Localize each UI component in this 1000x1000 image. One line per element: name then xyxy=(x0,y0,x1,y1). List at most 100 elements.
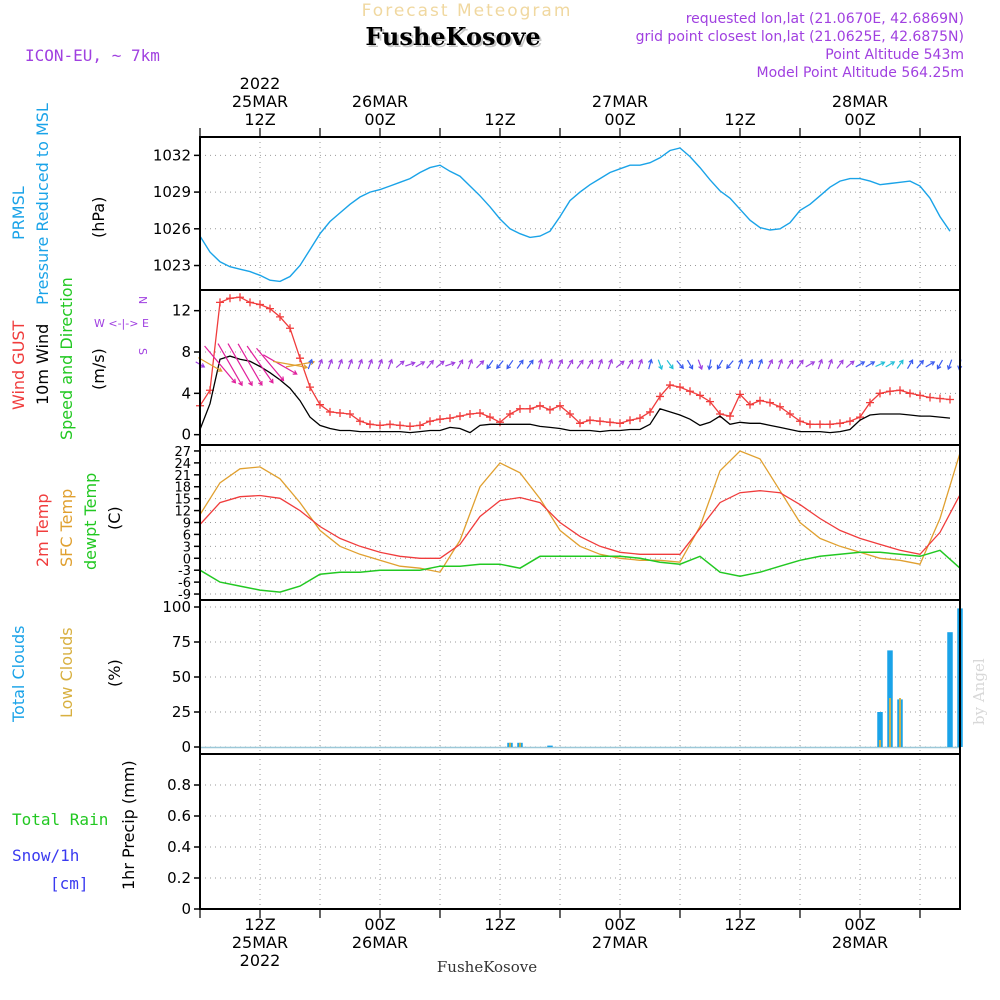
x-label-top: 12Z xyxy=(484,110,515,129)
wind-direction-arrow xyxy=(547,358,554,370)
wind-direction-arrow xyxy=(707,359,713,371)
wind-unit: (m/s) xyxy=(89,348,108,390)
panel-frame-pressure xyxy=(199,136,961,291)
x-label-top: 00Z xyxy=(844,110,875,129)
gust-marker xyxy=(486,413,494,422)
low-cloud-bar xyxy=(519,742,521,747)
gust-marker xyxy=(626,416,634,425)
wind-direction-arrow xyxy=(737,358,744,370)
wind-direction-arrow xyxy=(875,361,886,368)
wind-direction-arrow xyxy=(327,358,334,370)
gust-marker xyxy=(806,420,814,429)
wind-direction-arrow xyxy=(647,358,653,370)
gust-marker xyxy=(456,412,464,421)
snow-title: Snow/1h xyxy=(12,846,79,865)
closest-lonlat: grid point closest lon,lat (21.0625E, 42… xyxy=(636,29,964,45)
gust-marker xyxy=(216,298,224,307)
gust-marker xyxy=(936,394,944,403)
wind-direction-arrow xyxy=(615,360,625,369)
total-cloud-bar xyxy=(947,632,953,747)
gust-marker xyxy=(776,402,784,411)
gust-marker xyxy=(746,400,754,409)
wind-direction-arrow xyxy=(676,360,684,370)
gust-marker xyxy=(946,395,954,404)
wind-direction-arrow xyxy=(767,358,774,370)
gust-marker xyxy=(346,410,354,418)
y-tick-label: 25 xyxy=(172,703,191,721)
y-tick-label: 1029 xyxy=(153,183,191,201)
x-label-bottom: 25MAR xyxy=(232,933,288,952)
y-tick-label: 0 xyxy=(183,552,191,567)
wind-direction-arrow xyxy=(486,359,494,370)
series-10m-wind xyxy=(199,355,951,434)
gust-marker xyxy=(596,417,604,426)
gust-marker xyxy=(406,422,414,431)
wind-direction-arrow xyxy=(405,361,416,367)
gust-marker xyxy=(316,400,324,409)
temperature-labels: 2m Temp SFC Temp dewpt Temp (C) xyxy=(33,473,124,570)
gust-marker xyxy=(586,416,594,425)
wind-direction-arrow xyxy=(357,358,364,370)
wind-direction-arrow xyxy=(697,359,704,371)
point-altitude: Point Altitude 543m xyxy=(825,47,964,63)
gust-marker xyxy=(376,421,384,430)
series-sfc-temp xyxy=(199,450,961,573)
gust-marker xyxy=(826,420,834,429)
gust-marker xyxy=(736,390,744,399)
gust-marker xyxy=(306,383,314,392)
total-cloud-bar xyxy=(547,745,553,747)
dewpt-title: dewpt Temp xyxy=(81,473,100,570)
x-label-bottom: 27MAR xyxy=(592,933,648,952)
wind-direction-arrow xyxy=(747,358,754,370)
wind-direction-arrow xyxy=(537,358,543,370)
wind-direction-arrow xyxy=(317,358,324,370)
wind-direction-arrow xyxy=(817,358,824,370)
gust-marker xyxy=(916,391,924,400)
gust-marker xyxy=(256,300,264,309)
y-tick-label: -6 xyxy=(178,576,191,591)
wind-direction-arrow xyxy=(925,361,936,368)
panel-frame-precip xyxy=(199,753,961,910)
wind-direction-arrow xyxy=(467,358,474,370)
snow-unit: [cm] xyxy=(50,874,89,893)
gust-marker xyxy=(686,387,694,396)
gust-marker xyxy=(756,396,764,405)
wind-direction-arrow xyxy=(237,343,263,387)
wind-direction-arrow xyxy=(576,359,584,369)
gust-marker xyxy=(286,324,294,333)
requested-lonlat: requested lon,lat (21.0670E, 42.6869N) xyxy=(686,11,964,27)
y-tick-label: 0 xyxy=(181,900,191,918)
gust-marker xyxy=(326,407,334,416)
y-tick-label: 0 xyxy=(181,738,191,756)
wind-direction-arrow xyxy=(586,359,594,370)
pressure-labels: PRMSL Pressure Reduced to MSL (hPa) xyxy=(9,103,108,305)
wind-direction-arrow xyxy=(666,359,674,370)
y-tick-label: 18 xyxy=(174,481,191,496)
gust-marker xyxy=(926,393,934,402)
wind-dir-title: Speed and Direction xyxy=(57,277,76,440)
x-label-bottom: 2022 xyxy=(240,951,281,970)
y-tick-label: 1026 xyxy=(153,220,191,238)
gust-marker xyxy=(276,312,284,321)
x-label-bottom: 00Z xyxy=(844,915,875,934)
total-cloud-bar xyxy=(877,712,883,747)
gust-marker xyxy=(706,397,714,406)
x-label-bottom: 00Z xyxy=(604,915,635,934)
y-tick-label: 9 xyxy=(183,517,191,532)
clouds-unit: (%) xyxy=(105,659,124,687)
series-dewpt-temp xyxy=(199,549,961,593)
y-tick-label: 6 xyxy=(183,528,191,543)
gust-marker xyxy=(396,421,404,430)
wind-direction-arrow xyxy=(426,359,434,369)
wind-direction-arrow xyxy=(415,361,426,368)
y-tick-label: 15 xyxy=(174,493,191,508)
wind-direction-arrow xyxy=(395,360,405,369)
wind-direction-arrow xyxy=(855,361,866,368)
low-clouds-title: Low Clouds xyxy=(57,627,76,718)
y-tick-label: 4 xyxy=(181,384,191,402)
pressure-unit: (hPa) xyxy=(89,197,108,238)
gust-marker xyxy=(866,398,874,407)
pressure-title-1: PRMSL xyxy=(9,186,28,240)
wind-direction-arrow xyxy=(272,360,309,370)
gust-marker xyxy=(546,405,554,414)
